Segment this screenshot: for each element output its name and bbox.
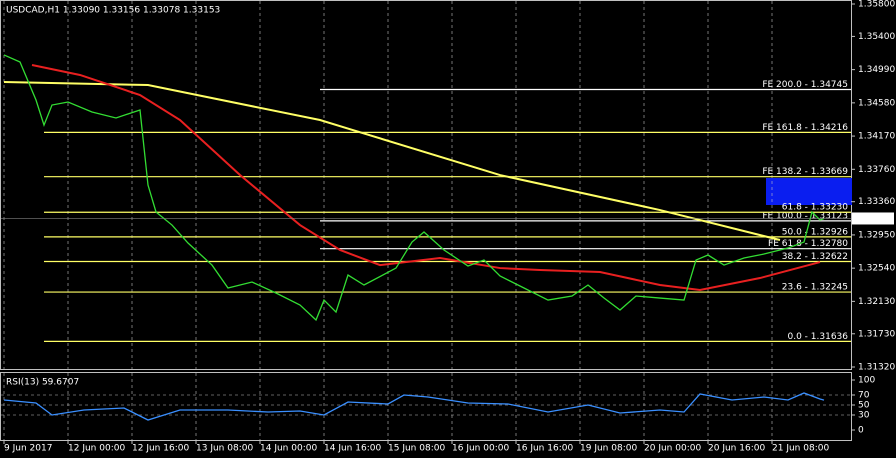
series-line — [31, 64, 821, 292]
x-tick-label: 20 Jun 00:00 — [644, 444, 701, 454]
y-tick-label: 1.32130 — [858, 297, 895, 307]
x-tick-label: 13 Jun 08:00 — [196, 444, 253, 454]
fib-label: FE 138.2 - 1.33669 — [762, 167, 848, 177]
x-tick-label: 19 Jun 08:00 — [580, 444, 637, 454]
fib-label: FE 100.0 - 1.33123 — [762, 211, 848, 221]
rsi-title: RSI(13) 59.6707 — [6, 378, 79, 388]
y-tick-label: 30 — [858, 411, 870, 421]
y-tick-label: 100 — [858, 376, 875, 386]
fib-label: FE 161.8 - 1.34216 — [762, 123, 848, 133]
y-tick-label: 1.32540 — [858, 264, 895, 274]
y-tick-label: 0 — [858, 426, 864, 436]
fib-label: FE 61.8 - 1.32780 — [768, 239, 848, 249]
x-tick-label: 9 Jun 2017 — [4, 444, 52, 454]
x-tick-label: 16 Jun 00:00 — [452, 444, 509, 454]
y-tick-label: 1.34580 — [858, 98, 895, 108]
x-tick-label: 15 Jun 08:00 — [388, 444, 445, 454]
y-tick-label: 1.35800 — [858, 0, 895, 10]
last-price-box — [852, 212, 894, 225]
x-tick-label: 14 Jun 00:00 — [260, 444, 317, 454]
last-price-label: 1.33153 — [856, 214, 893, 224]
highlight-box — [766, 178, 852, 205]
x-tick-label: 21 Jun 08:00 — [772, 444, 829, 454]
series-line — [3, 81, 781, 242]
y-tick-label: 1.31320 — [858, 363, 895, 373]
y-tick-label: 1.33360 — [858, 197, 895, 207]
series-line — [3, 392, 825, 421]
series-line — [3, 54, 825, 322]
x-tick-label: 16 Jun 16:00 — [516, 444, 573, 454]
chart-title: USDCAD,H1 1.33090 1.33156 1.33078 1.3315… — [6, 6, 220, 16]
x-tick-label: 20 Jun 16:00 — [708, 444, 765, 454]
y-tick-label: 1.35400 — [858, 32, 895, 42]
y-tick-label: 1.31730 — [858, 329, 895, 339]
fib-label: 38.2 - 1.32622 — [782, 252, 848, 262]
x-tick-label: 12 Jun 00:00 — [68, 444, 125, 454]
x-tick-label: 12 Jun 16:00 — [132, 444, 189, 454]
y-tick-label: 1.32950 — [858, 230, 895, 240]
fib-label: FE 200.0 - 1.34745 — [762, 80, 848, 90]
x-tick-label: 14 Jun 16:00 — [324, 444, 381, 454]
fib-label: 0.0 - 1.31636 — [788, 332, 849, 342]
y-tick-label: 50 — [858, 401, 870, 411]
y-tick-label: 1.33760 — [858, 165, 895, 175]
y-tick-label: 1.34990 — [858, 65, 895, 75]
y-tick-label: 1.34170 — [858, 132, 895, 142]
fib-label: 61.8 - 1.33230 — [782, 203, 848, 213]
rsi-frame — [0, 372, 852, 441]
y-tick-label: 70 — [858, 391, 870, 401]
fib-label: 23.6 - 1.32245 — [782, 283, 848, 293]
fib-label: 50.0 - 1.32926 — [782, 227, 848, 237]
